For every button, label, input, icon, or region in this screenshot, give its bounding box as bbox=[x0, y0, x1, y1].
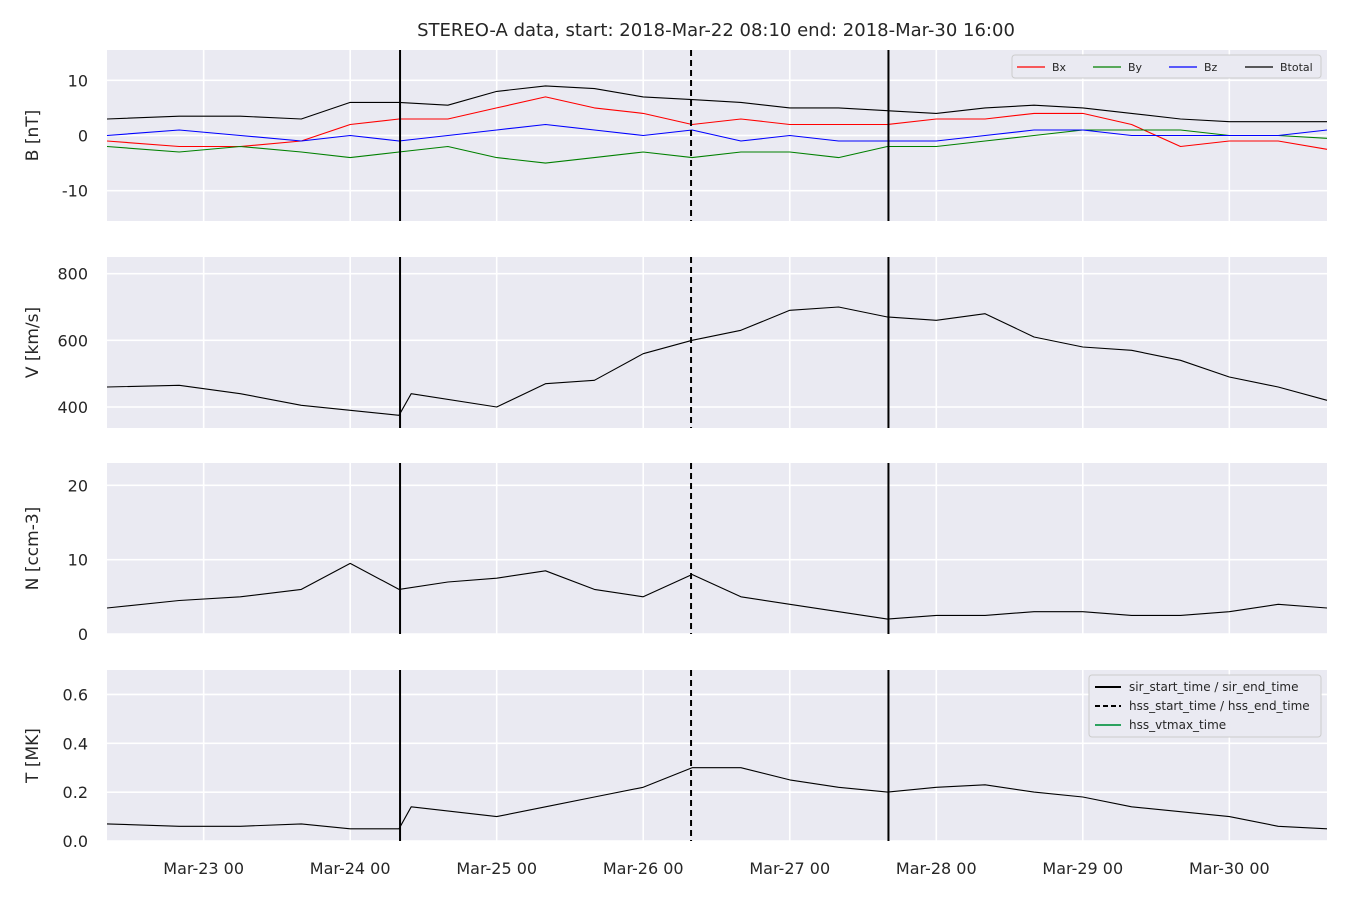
b-legend: Bx By Bz Btotal bbox=[1011, 54, 1322, 79]
x-tick-label: Mar-25 00 bbox=[456, 859, 537, 878]
series-line-bx bbox=[106, 96, 1328, 150]
legend-label: Bx bbox=[1052, 61, 1067, 74]
series-line-main bbox=[106, 767, 1328, 830]
x-tick-label: Mar-28 00 bbox=[896, 859, 977, 878]
x-tick-label: Mar-26 00 bbox=[603, 859, 684, 878]
chart-title: STEREO-A data, start: 2018-Mar-22 08:10 … bbox=[417, 20, 1015, 41]
series-line-main bbox=[106, 562, 1328, 620]
x-tick-label: Mar-23 00 bbox=[163, 859, 244, 878]
y-tick-label: 400 bbox=[57, 398, 88, 417]
chart-panels: -10 0 10 B [nT] Bx By Bz Btotal 400 600 800 V [km/s… bbox=[23, 50, 1328, 878]
y-tick-label: 0 bbox=[78, 625, 88, 644]
event-legend: sir_start_time / sir_end_time hss_start_t… bbox=[1088, 674, 1322, 738]
series-line-by bbox=[106, 129, 1328, 164]
y-tick-label: 10 bbox=[68, 551, 88, 570]
y-axis-label: N [ccm-3] bbox=[23, 507, 43, 591]
panel-3: 0 10 20 N [ccm-3] bbox=[23, 463, 1328, 644]
panel-1: -10 0 10 B [nT] Bx By Bz Btotal bbox=[23, 50, 1328, 221]
y-tick-label: 800 bbox=[57, 265, 88, 284]
legend-label: hss_start_time / hss_end_time bbox=[1129, 699, 1310, 713]
y-tick-label: 10 bbox=[68, 71, 88, 90]
series-line-bz bbox=[106, 123, 1328, 142]
y-tick-label: 0.0 bbox=[63, 832, 88, 851]
legend-box bbox=[1088, 674, 1322, 738]
plot-area bbox=[107, 257, 1327, 428]
y-axis-label: B [nT] bbox=[23, 110, 43, 162]
legend-box bbox=[1011, 54, 1322, 79]
y-tick-label: 0.2 bbox=[63, 783, 88, 802]
y-axis-label: V [km/s] bbox=[23, 307, 43, 378]
panel-2: 400 600 800 V [km/s] bbox=[23, 257, 1328, 428]
series-line-btotal bbox=[106, 85, 1327, 123]
y-tick-label: 0 bbox=[78, 127, 88, 146]
y-tick-label: 600 bbox=[57, 331, 88, 350]
legend-label: hss_vtmax_time bbox=[1129, 718, 1226, 732]
x-tick-label: Mar-27 00 bbox=[749, 859, 830, 878]
plot-area bbox=[107, 463, 1327, 634]
y-tick-label: 0.6 bbox=[63, 685, 88, 704]
panel-4: Mar-23 00 Mar-24 00 Mar-25 00 Mar-26 00 Mar-… bbox=[23, 670, 1328, 878]
y-tick-label: -10 bbox=[62, 182, 88, 201]
series-line-main bbox=[106, 306, 1328, 416]
y-axis-label: T [MK] bbox=[23, 728, 43, 784]
x-tick-label: Mar-29 00 bbox=[1042, 859, 1123, 878]
legend-label: Btotal bbox=[1280, 61, 1313, 74]
legend-label: By bbox=[1128, 61, 1143, 74]
x-tick-label: Mar-30 00 bbox=[1189, 859, 1270, 878]
y-tick-label: 0.4 bbox=[63, 734, 88, 753]
legend-label: sir_start_time / sir_end_time bbox=[1129, 680, 1299, 694]
legend-label: Bz bbox=[1204, 61, 1218, 74]
x-tick-label: Mar-24 00 bbox=[310, 859, 391, 878]
y-tick-label: 20 bbox=[68, 476, 88, 495]
